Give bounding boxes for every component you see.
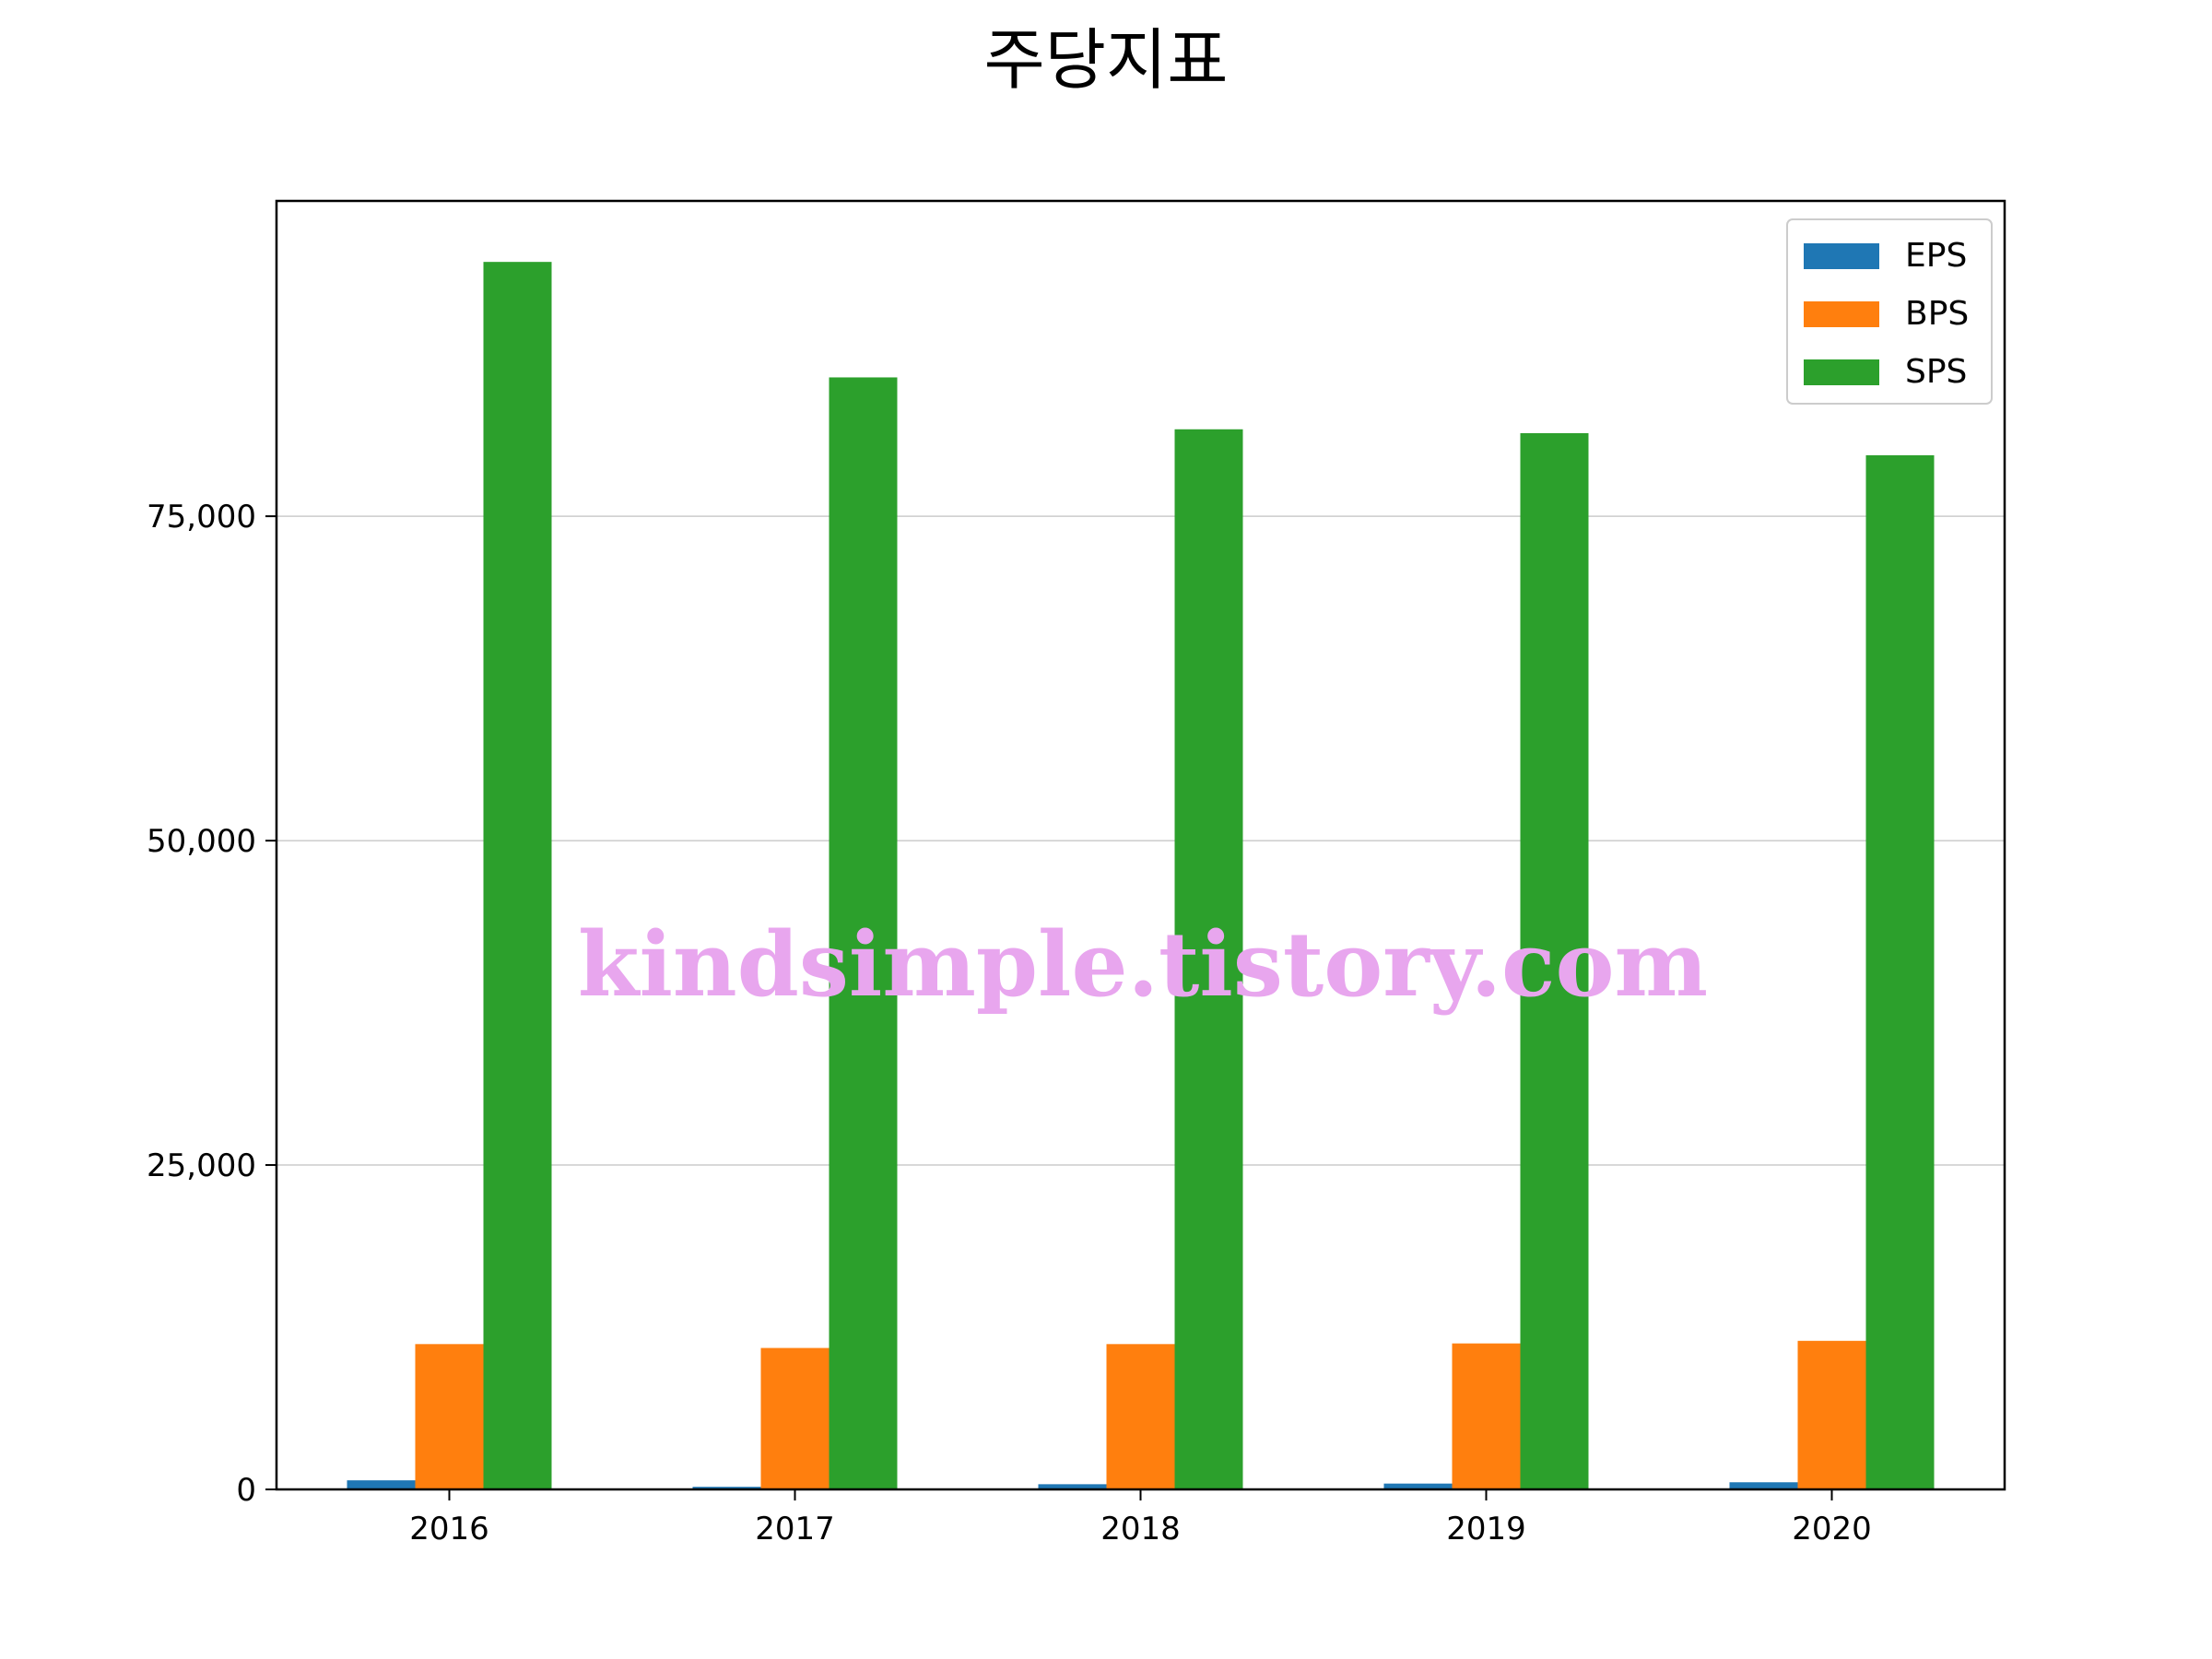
bar-eps-2018	[1038, 1484, 1107, 1489]
bar-eps-2017	[692, 1487, 761, 1489]
x-tick-label: 2018	[1100, 1511, 1181, 1547]
y-gridlines	[276, 515, 2005, 1166]
bar-bps-2017	[760, 1347, 830, 1489]
legend: EPS BPS SPS	[1786, 218, 1993, 405]
bar-sps-2020	[1865, 454, 1935, 1489]
x-tick-label: 2019	[1446, 1511, 1526, 1547]
x-tick-label: 2017	[755, 1511, 835, 1547]
legend-label-eps: EPS	[1905, 237, 1967, 275]
bars	[347, 262, 1935, 1490]
x-tick-label: 2020	[1792, 1511, 1872, 1547]
legend-swatch-eps	[1804, 243, 1879, 269]
y-axis: 0 25,000 50,000 75,000	[147, 499, 276, 1509]
bar-bps-2020	[1797, 1340, 1866, 1489]
legend-swatch-sps	[1804, 359, 1879, 385]
bar-sps-2016	[483, 262, 552, 1489]
bar-bps-2018	[1106, 1344, 1175, 1489]
bar-sps-2019	[1520, 433, 1589, 1489]
bar-eps-2020	[1729, 1482, 1798, 1489]
x-axis: 2016 2017 2018 2019 2020	[409, 1489, 1872, 1547]
bar-eps-2019	[1383, 1483, 1453, 1489]
x-tick-label: 2016	[409, 1511, 489, 1547]
y-tick-label: 25,000	[147, 1147, 256, 1184]
chart-title: 주당지표	[984, 21, 1229, 99]
legend-swatch-bps	[1804, 301, 1879, 327]
bar-eps-2016	[347, 1480, 416, 1489]
y-tick-label: 50,000	[147, 823, 256, 860]
y-tick-label: 75,000	[147, 499, 256, 535]
bar-bps-2019	[1452, 1343, 1521, 1489]
bar-sps-2017	[829, 377, 898, 1490]
bar-bps-2016	[415, 1344, 484, 1489]
bar-sps-2018	[1174, 429, 1243, 1489]
y-tick-label: 0	[236, 1472, 256, 1509]
watermark: kindsimple.tistory.com	[578, 912, 1708, 1017]
legend-label-bps: BPS	[1905, 295, 1969, 333]
legend-label-sps: SPS	[1905, 353, 1967, 391]
